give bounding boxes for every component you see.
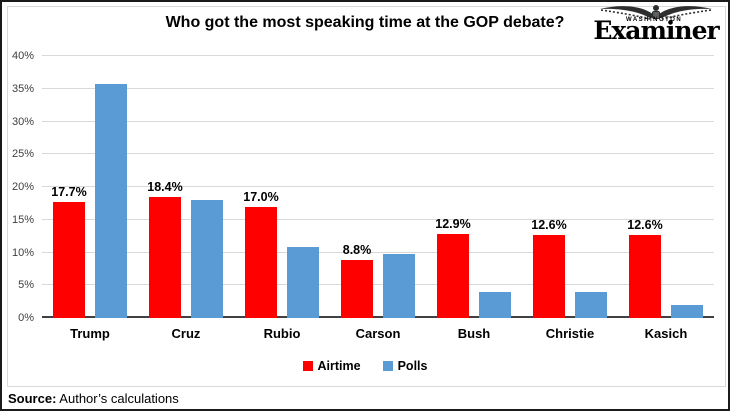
data-label-carson: 8.8% [342, 243, 372, 258]
polls-bar-trump [95, 83, 127, 318]
data-label-christie: 12.6% [531, 218, 567, 233]
x-tick-label-cruz: Cruz [171, 326, 201, 341]
x-tick-label-rubio: Rubio [263, 326, 301, 341]
polls-bar-bush [479, 292, 511, 318]
bar-slot: 12.6% [531, 56, 567, 318]
bar-group-bush: 12.9% [426, 56, 522, 318]
data-label-trump: 17.7% [51, 185, 87, 200]
polls-bar-rubio [287, 247, 319, 318]
y-tick-label: 35% [11, 82, 34, 95]
data-label-rubio: 17.0% [243, 189, 279, 204]
x-axis-line [42, 316, 714, 318]
x-tick-label-kasich: Kasich [644, 326, 688, 341]
bar-slot [191, 56, 223, 318]
legend: Airtime Polls [2, 359, 728, 373]
source-note: Source: Author’s calculations [8, 391, 179, 406]
legend-label: Polls [397, 359, 428, 373]
bar-slot: 8.8% [341, 56, 373, 318]
plot-area: 17.7% 18.4% 17.0% 8.8% 12.9% 12.6% 12.6% [42, 55, 714, 318]
bar-groups: 17.7% 18.4% 17.0% 8.8% 12.9% 12.6% 12.6% [42, 56, 714, 318]
legend-label: Airtime [317, 359, 361, 373]
y-tick-label: 15% [11, 213, 34, 226]
gridline [42, 218, 714, 220]
data-label-kasich: 12.6% [627, 218, 663, 233]
gridline [42, 186, 714, 187]
logo-washington-text: WASHINGTON [626, 17, 683, 23]
logo-examiner-text: Examiner [593, 16, 719, 45]
chart-title: Who got the most speaking time at the GO… [165, 14, 565, 31]
y-tick-label: 0% [18, 312, 34, 324]
bar-group-trump: 17.7% [42, 56, 138, 318]
gridline [42, 55, 714, 56]
x-tick-label-christie: Christie [545, 326, 595, 341]
x-axis-labels: Trump Cruz Rubio Carson Bush Christie Kasich [42, 326, 714, 341]
airtime-bar-trump: 17.7% [51, 185, 87, 318]
bar-slot [479, 56, 511, 318]
eagle-ornament-icon [600, 5, 712, 20]
polls-bar-kasich [671, 304, 703, 318]
airtime-bar-christie: 12.6% [531, 218, 567, 318]
bar-group-kasich: 12.6% [618, 56, 714, 318]
bar-slot: 18.4% [147, 56, 183, 318]
y-axis-labels: 0% 5% 10% 15% 20% 25% 30% 35% 40% [2, 50, 36, 324]
airtime-bar-cruz: 18.4% [147, 180, 183, 318]
bar-slot: 17.0% [243, 56, 279, 318]
bar-slot [95, 56, 127, 318]
data-label-bush: 12.9% [435, 216, 471, 231]
gridline [42, 120, 714, 122]
bar-slot [383, 56, 415, 318]
polls-bar-carson [383, 254, 415, 318]
y-tick-label: 20% [11, 181, 34, 193]
airtime-bar-carson: 8.8% [341, 243, 373, 318]
legend-item-airtime: Airtime [302, 359, 361, 373]
bar-slot: 12.6% [627, 56, 663, 318]
bar-slot: 12.9% [435, 56, 471, 318]
bar-group-cruz: 18.4% [138, 56, 234, 318]
legend-swatch-icon [302, 361, 313, 371]
gridline [42, 284, 714, 286]
legend-item-polls: Polls [382, 359, 428, 373]
bar-slot: 17.7% [51, 56, 87, 318]
airtime-bar-rubio: 17.0% [243, 190, 279, 318]
y-tick-label: 30% [11, 115, 34, 128]
bar-slot [575, 56, 607, 318]
x-tick-label-bush: Bush [457, 326, 491, 341]
airtime-bar-bush: 12.9% [435, 217, 471, 318]
bar-group-carson: 8.8% [330, 56, 426, 318]
source-text: Author’s calculations [56, 391, 179, 406]
gridline [42, 251, 714, 253]
source-label: Source: [8, 391, 57, 406]
gridline [42, 153, 714, 155]
y-tick-label: 40% [11, 50, 34, 62]
bar-slot [287, 56, 319, 318]
x-tick-label-carson: Carson [355, 326, 401, 341]
y-tick-label: 5% [18, 279, 34, 292]
airtime-bar-kasich: 12.6% [627, 218, 663, 318]
bar-slot [671, 56, 703, 318]
x-tick-label-trump: Trump [70, 326, 110, 341]
y-tick-label: 25% [11, 148, 34, 161]
polls-bar-christie [575, 292, 607, 318]
data-label-cruz: 18.4% [147, 180, 183, 195]
legend-swatch-icon [382, 361, 393, 371]
washington-examiner-logo: WASHINGTON Examiner [590, 4, 722, 54]
gridline [42, 87, 714, 89]
y-tick-label: 10% [11, 246, 34, 259]
bar-group-christie: 12.6% [522, 56, 618, 318]
bar-group-rubio: 17.0% [234, 56, 330, 318]
polls-bar-cruz [191, 200, 223, 318]
